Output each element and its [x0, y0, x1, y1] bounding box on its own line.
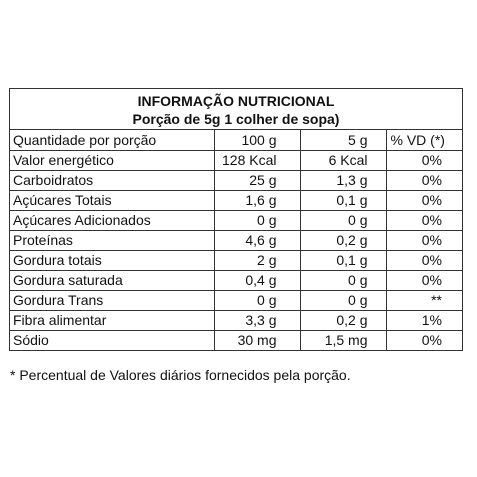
- table-row: Carboidratos 25 g 1,3 g 0%: [10, 170, 462, 191]
- nutrient-name: Fibra alimentar: [10, 310, 215, 331]
- column-header-daily-value: % VD (*): [386, 130, 462, 151]
- nutrition-title: INFORMAÇÃO NUTRICIONAL: [137, 93, 335, 109]
- table-row: Fibra alimentar 3,3 g 0,2 g 1%: [10, 310, 462, 331]
- column-header-nutrient: Quantidade por porção: [10, 130, 215, 151]
- nutrient-name: Gordura Trans: [10, 290, 215, 311]
- daily-value: 0%: [386, 250, 462, 271]
- daily-value: 1%: [386, 310, 462, 331]
- value-per-100g: 4,6 g: [214, 230, 301, 251]
- daily-value: 0%: [421, 332, 442, 349]
- column-header-per-portion: 5 g: [300, 130, 387, 151]
- value-per-portion: 0,1 g: [300, 250, 387, 271]
- value-per-portion: 0 g: [300, 290, 387, 311]
- nutrient-name: Açúcares Adicionados: [10, 210, 215, 231]
- value-per-portion: 1,5 mg: [300, 330, 387, 350]
- value-per-portion: 6 Kcal: [300, 150, 387, 171]
- value-per-portion: 0,2 g: [300, 310, 387, 331]
- nutrition-heading: INFORMAÇÃO NUTRICIONAL Porção de 5g 1 co…: [10, 89, 462, 130]
- value-per-100g: 0 g: [214, 210, 301, 231]
- daily-value: **: [386, 290, 462, 311]
- nutrient-name: Açúcares Totais: [10, 190, 215, 211]
- value-per-portion: 0,1 g: [300, 190, 387, 211]
- nutrition-table: Quantidade por porção 100 g 5 g % VD (*)…: [10, 130, 462, 350]
- value-per-100g: 3,3 g: [214, 310, 301, 331]
- value-per-100g: 2 g: [214, 250, 301, 271]
- table-row: Açúcares Totais 1,6 g 0,1 g 0%: [10, 190, 462, 211]
- value-per-portion: 1,3 g: [300, 170, 387, 191]
- nutrition-facts-panel: INFORMAÇÃO NUTRICIONAL Porção de 5g 1 co…: [9, 88, 463, 351]
- daily-value: 0%: [386, 270, 462, 291]
- value-per-portion: 0 g: [300, 210, 387, 231]
- value-per-100g: 128 Kcal: [214, 150, 301, 171]
- daily-value: 0%: [386, 190, 462, 211]
- table-row: Proteínas 4,6 g 0,2 g 0%: [10, 230, 462, 251]
- nutrient-name: Sódio: [10, 330, 215, 350]
- table-row: Valor energético 128 Kcal 6 Kcal 0%: [10, 150, 462, 171]
- table-row: Gordura totais 2 g 0,1 g 0%: [10, 250, 462, 271]
- footnote: * Percentual de Valores diários fornecid…: [10, 367, 351, 383]
- value-per-100g: 1,6 g: [214, 190, 301, 211]
- nutrient-name: Carboidratos: [10, 170, 215, 191]
- table-row: Sódio 30 mg 1,5 mg 0%: [10, 330, 462, 350]
- daily-value: 0%: [386, 210, 462, 231]
- value-per-100g: 30 mg: [214, 330, 301, 350]
- nutrient-name: Valor energético: [10, 150, 215, 171]
- nutrient-name: Gordura saturada: [10, 270, 215, 291]
- value-per-100g: 0,4 g: [214, 270, 301, 291]
- value-per-portion: 0 g: [300, 270, 387, 291]
- nutrient-name: Proteínas: [10, 230, 215, 251]
- portion-label: Porção de 5g 1 colher de sopa): [132, 111, 340, 127]
- table-header-row: Quantidade por porção 100 g 5 g % VD (*): [10, 130, 462, 151]
- value-per-portion: 0,2 g: [300, 230, 387, 251]
- nutrient-name: Gordura totais: [10, 250, 215, 271]
- value-per-100g: 25 g: [214, 170, 301, 191]
- nutrition-rows: Valor energético 128 Kcal 6 Kcal 0% Carboidr…: [10, 150, 462, 350]
- value-per-100g: 0 g: [214, 290, 301, 311]
- column-header-per-100g: 100 g: [214, 130, 301, 151]
- daily-value: 0%: [386, 170, 462, 191]
- daily-value: 0%: [386, 150, 462, 171]
- daily-value: 0%: [386, 230, 462, 251]
